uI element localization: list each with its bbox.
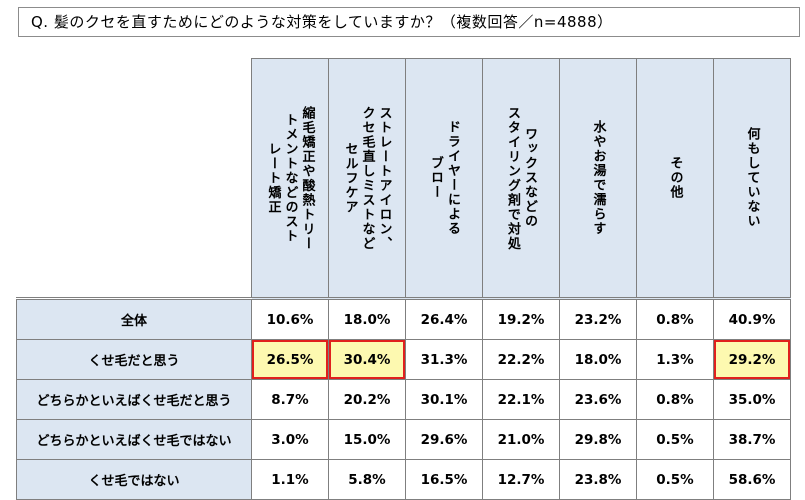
value-cell: 1.1% [251, 459, 329, 500]
table-row: 全体 10.6% 18.0% 26.4% 19.2% 23.2% 0.8% 40.9% [16, 297, 791, 340]
value-cell: 21.0% [482, 419, 560, 460]
value-cell: 3.0% [251, 419, 329, 460]
row-label: 全体 [16, 297, 252, 340]
value-cell: 31.3% [405, 339, 483, 380]
value-cell: 23.6% [559, 379, 637, 420]
value-cell: 29.6% [405, 419, 483, 460]
table-row: どちらかといえばくせ毛ではない 3.0% 15.0% 29.6% 21.0% 29.8% 0… [16, 419, 791, 460]
table-body: 全体 10.6% 18.0% 26.4% 19.2% 23.2% 0.8% 40.9% くせ毛だ… [16, 297, 791, 500]
value-cell: 30.1% [405, 379, 483, 420]
header-row: 縮毛矯正や酸熱トリー トメントなどのスト レート矯正 ストレートアイロン、 クセ… [16, 58, 791, 299]
value-cell: 16.5% [405, 459, 483, 500]
value-cell: 23.8% [559, 459, 637, 500]
question-title: Q. 髪のクセを直すためにどのような対策をしていますか？（複数回答／n=4888… [18, 7, 800, 37]
col-header-dryer-blow: ドライヤーによる ブロー [405, 58, 483, 299]
value-cell: 58.6% [713, 459, 791, 500]
col-header-label: 何もしていない [744, 127, 760, 229]
value-cell: 0.5% [636, 459, 714, 500]
value-cell: 0.5% [636, 419, 714, 460]
value-cell: 1.3% [636, 339, 714, 380]
col-header-self-care: ストレートアイロン、 クセ毛直しミストなど セルフケア [328, 58, 406, 299]
value-cell: 40.9% [713, 297, 791, 340]
row-label: くせ毛だと思う [16, 339, 252, 380]
value-cell: 18.0% [328, 297, 406, 340]
value-cell: 23.2% [559, 297, 637, 340]
value-cell: 38.7% [713, 419, 791, 460]
value-cell: 18.0% [559, 339, 637, 380]
col-header-label: 水やお湯で濡らす [590, 120, 606, 236]
highlighted-value-cell: 29.2% [713, 339, 791, 380]
value-cell: 8.7% [251, 379, 329, 420]
value-cell: 10.6% [251, 297, 329, 340]
col-header-label: ストレートアイロン、 クセ毛直しミストなど セルフケア [342, 105, 392, 251]
value-cell: 5.8% [328, 459, 406, 500]
col-header-label: ワックスなどの スタイリング剤で対処 [505, 105, 537, 251]
col-header-label: 縮毛矯正や酸熱トリー トメントなどのスト レート矯正 [265, 105, 315, 251]
value-cell: 15.0% [328, 419, 406, 460]
corner-cell [16, 58, 252, 299]
value-cell: 35.0% [713, 379, 791, 420]
value-cell: 20.2% [328, 379, 406, 420]
col-header-label: ドライヤーによる ブロー [428, 120, 460, 236]
value-cell: 0.8% [636, 379, 714, 420]
table-row: どちらかといえばくせ毛だと思う 8.7% 20.2% 30.1% 22.1% 23.6% 0… [16, 379, 791, 420]
row-label: どちらかといえばくせ毛ではない [16, 419, 252, 460]
col-header-other: その他 [636, 58, 714, 299]
results-table: 縮毛矯正や酸熱トリー トメントなどのスト レート矯正 ストレートアイロン、 クセ… [16, 58, 791, 500]
col-header-styling: ワックスなどの スタイリング剤で対処 [482, 58, 560, 299]
col-header-straight-perm: 縮毛矯正や酸熱トリー トメントなどのスト レート矯正 [251, 58, 329, 299]
row-label: くせ毛ではない [16, 459, 252, 500]
value-cell: 0.8% [636, 297, 714, 340]
col-header-water: 水やお湯で濡らす [559, 58, 637, 299]
table-row: くせ毛だと思う 26.5% 30.4% 31.3% 22.2% 18.0% 1.3% 29.2… [16, 339, 791, 380]
value-cell: 29.8% [559, 419, 637, 460]
value-cell: 22.1% [482, 379, 560, 420]
table-row: くせ毛ではない 1.1% 5.8% 16.5% 12.7% 23.8% 0.5% 58.6% [16, 459, 791, 500]
row-label: どちらかといえばくせ毛だと思う [16, 379, 252, 420]
value-cell: 19.2% [482, 297, 560, 340]
highlighted-value-cell: 30.4% [328, 339, 406, 380]
value-cell: 22.2% [482, 339, 560, 380]
col-header-label: その他 [667, 156, 683, 200]
col-header-nothing: 何もしていない [713, 58, 791, 299]
value-cell: 26.4% [405, 297, 483, 340]
value-cell: 12.7% [482, 459, 560, 500]
highlighted-value-cell: 26.5% [251, 339, 329, 380]
